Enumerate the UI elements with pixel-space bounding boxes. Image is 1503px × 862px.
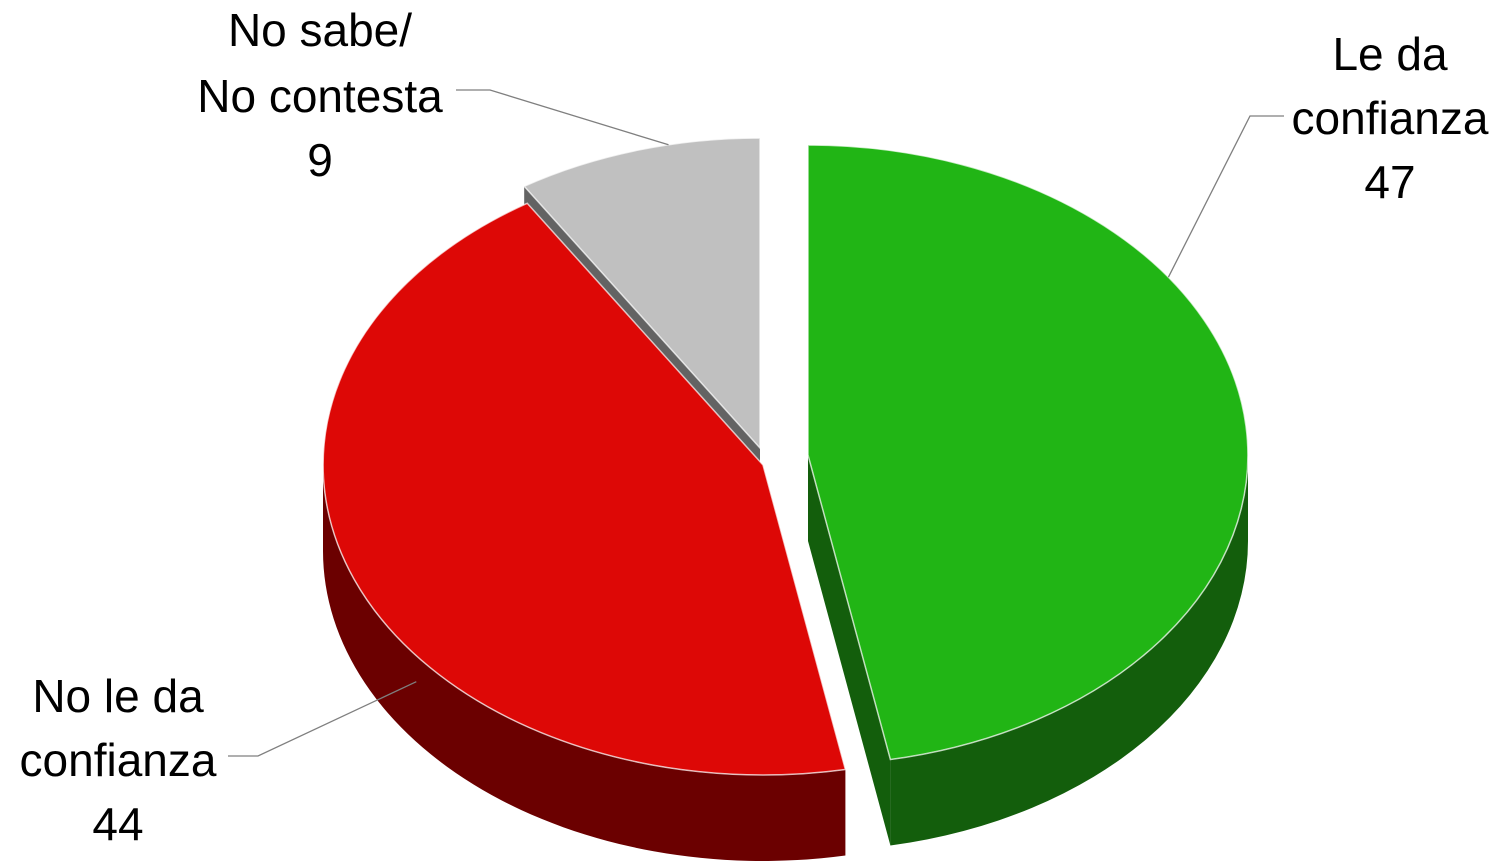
data-label-no-le-da-confianza-line2: confianza bbox=[20, 734, 217, 786]
data-label-le-da-confianza-line2: confianza bbox=[1292, 92, 1489, 144]
leader-line-no-sabe bbox=[456, 89, 669, 146]
data-label-no-sabe-line1: No sabe/ bbox=[228, 4, 412, 56]
data-labels: Le da confianza 47 No le da confianza 44… bbox=[20, 4, 1489, 850]
slice-no-sabe-no-contesta[interactable] bbox=[522, 137, 761, 450]
slice-side-le-da-confianza bbox=[890, 455, 1248, 846]
pie-tops bbox=[322, 137, 1249, 776]
slice-no-le-da-confianza[interactable] bbox=[322, 202, 847, 776]
slice-le-da-confianza[interactable] bbox=[807, 144, 1249, 761]
slice-side-no-le-da-confianza bbox=[323, 465, 846, 861]
data-label-no-sabe-line2: No contesta bbox=[197, 70, 443, 122]
leader-line-no-le-da-confianza bbox=[228, 681, 417, 757]
data-label-le-da-confianza-line1: Le da bbox=[1332, 28, 1448, 80]
leader-line-le-da-confianza bbox=[1167, 115, 1284, 278]
leader-lines bbox=[228, 89, 1284, 757]
slice-side-le-da-confianza-cut bbox=[808, 455, 891, 846]
data-label-no-le-da-confianza-value: 44 bbox=[92, 798, 143, 850]
data-label-no-le-da-confianza-line1: No le da bbox=[32, 670, 204, 722]
data-label-le-da-confianza-value: 47 bbox=[1364, 156, 1415, 208]
data-label-no-sabe-value: 9 bbox=[307, 134, 333, 186]
